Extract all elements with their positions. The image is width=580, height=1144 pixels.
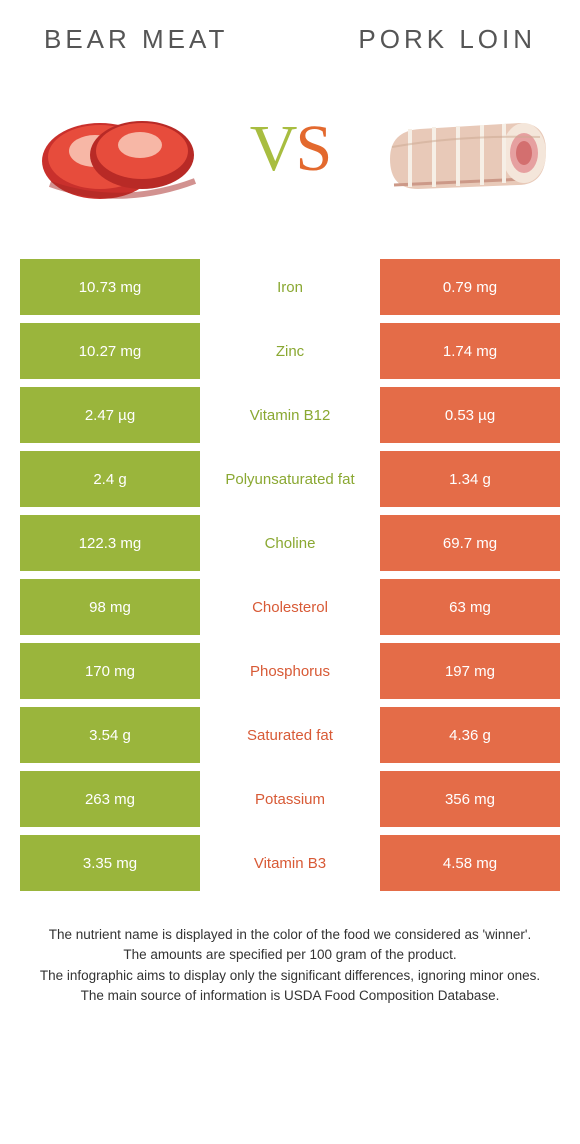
table-row: 10.73 mgIron0.79 mg	[20, 259, 560, 315]
pork-loin-image	[370, 89, 550, 209]
value-right: 197 mg	[380, 643, 560, 699]
nutrient-label: Zinc	[200, 323, 380, 379]
nutrient-label: Iron	[200, 259, 380, 315]
table-row: 3.35 mgVitamin B34.58 mg	[20, 835, 560, 891]
nutrient-label: Potassium	[200, 771, 380, 827]
value-left: 3.35 mg	[20, 835, 200, 891]
nutrient-label: Vitamin B3	[200, 835, 380, 891]
value-right: 4.58 mg	[380, 835, 560, 891]
value-left: 263 mg	[20, 771, 200, 827]
value-left: 10.73 mg	[20, 259, 200, 315]
table-row: 10.27 mgZinc1.74 mg	[20, 323, 560, 379]
title-right: PORK LOIN	[358, 24, 536, 55]
vs-v: V	[250, 112, 296, 185]
nutrient-label: Vitamin B12	[200, 387, 380, 443]
value-right: 69.7 mg	[380, 515, 560, 571]
footnote-line: The nutrient name is displayed in the co…	[30, 925, 550, 945]
table-row: 170 mgPhosphorus197 mg	[20, 643, 560, 699]
footnote-line: The main source of information is USDA F…	[30, 986, 550, 1006]
value-right: 4.36 g	[380, 707, 560, 763]
value-right: 63 mg	[380, 579, 560, 635]
table-row: 122.3 mgCholine69.7 mg	[20, 515, 560, 571]
value-left: 98 mg	[20, 579, 200, 635]
vs-s: S	[295, 112, 330, 185]
value-left: 170 mg	[20, 643, 200, 699]
title-left: BEAR MEAT	[44, 24, 228, 55]
value-right: 1.74 mg	[380, 323, 560, 379]
table-row: 2.47 µgVitamin B120.53 µg	[20, 387, 560, 443]
hero: VS	[30, 69, 550, 229]
table-row: 2.4 gPolyunsaturated fat1.34 g	[20, 451, 560, 507]
footnote: The nutrient name is displayed in the co…	[30, 925, 550, 1006]
vs-label: VS	[250, 111, 330, 187]
footnote-line: The amounts are specified per 100 gram o…	[30, 945, 550, 965]
value-left: 10.27 mg	[20, 323, 200, 379]
value-right: 1.34 g	[380, 451, 560, 507]
value-right: 0.53 µg	[380, 387, 560, 443]
table-row: 98 mgCholesterol63 mg	[20, 579, 560, 635]
value-right: 356 mg	[380, 771, 560, 827]
comparison-table: 10.73 mgIron0.79 mg 10.27 mgZinc1.74 mg 2.…	[20, 259, 560, 891]
header-titles: BEAR MEAT PORK LOIN	[0, 0, 580, 63]
nutrient-label: Polyunsaturated fat	[200, 451, 380, 507]
nutrient-label: Choline	[200, 515, 380, 571]
nutrient-label: Saturated fat	[200, 707, 380, 763]
value-left: 122.3 mg	[20, 515, 200, 571]
footnote-line: The infographic aims to display only the…	[30, 966, 550, 986]
table-row: 263 mgPotassium356 mg	[20, 771, 560, 827]
value-right: 0.79 mg	[380, 259, 560, 315]
value-left: 2.47 µg	[20, 387, 200, 443]
nutrient-label: Cholesterol	[200, 579, 380, 635]
table-row: 3.54 gSaturated fat4.36 g	[20, 707, 560, 763]
value-left: 2.4 g	[20, 451, 200, 507]
nutrient-label: Phosphorus	[200, 643, 380, 699]
bear-meat-image	[30, 89, 210, 209]
value-left: 3.54 g	[20, 707, 200, 763]
